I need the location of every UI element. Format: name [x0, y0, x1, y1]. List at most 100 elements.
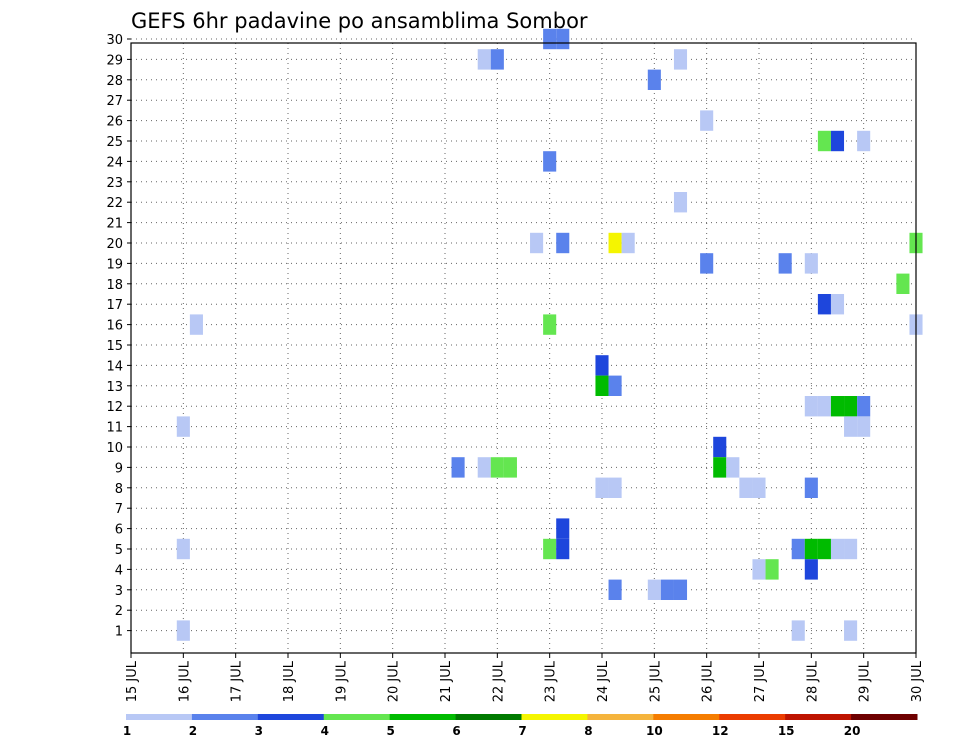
y-tick-label: 17	[106, 298, 123, 313]
precip-cell	[804, 559, 818, 580]
x-axis-ticks: 15 JUL 16 JUL 17 JUL 18 JUL 19 JUL 20 JUL 21 J…	[125, 653, 925, 702]
precip-cell	[556, 518, 570, 539]
precip-cell	[844, 538, 858, 560]
precip-cell	[490, 49, 504, 70]
y-tick-label: 7	[115, 502, 123, 517]
precip-cell	[503, 457, 517, 478]
precip-cell	[556, 538, 570, 560]
precip-cell	[817, 538, 831, 560]
y-tick-label: 15	[106, 339, 123, 354]
y-tick-label: 30	[106, 33, 123, 48]
precip-cell	[595, 477, 609, 498]
y-tick-label: 22	[106, 196, 123, 211]
y-tick-label: 12	[106, 400, 123, 415]
x-tick-label: 27 JUL	[753, 660, 768, 702]
precip-cell	[451, 457, 465, 478]
precip-cell	[176, 620, 190, 641]
precip-cell	[595, 355, 609, 376]
precip-cell	[830, 396, 845, 417]
precip-cell	[844, 396, 858, 417]
colorbar-segment	[587, 714, 654, 720]
colorbar: 1 2 3 4 5 6 7 8 10 12 15 20	[123, 714, 918, 738]
y-tick-label: 23	[106, 176, 123, 191]
colorbar-segment	[126, 714, 193, 720]
y-tick-label: 29	[106, 53, 123, 68]
precip-cell	[844, 416, 858, 437]
precip-cell	[595, 375, 609, 396]
x-tick-label: 20 JUL	[387, 660, 402, 702]
colorbar-label: 12	[712, 724, 729, 738]
y-tick-label: 26	[106, 115, 123, 130]
precip-cell	[660, 579, 674, 600]
y-tick-label: 18	[106, 278, 123, 293]
y-tick-label: 19	[106, 257, 123, 272]
x-tick-label: 19 JUL	[334, 660, 349, 702]
colorbar-label: 10	[646, 724, 663, 738]
precip-cell	[726, 457, 740, 478]
colorbar-label: 6	[452, 724, 460, 738]
colorbar-label: 5	[386, 724, 394, 738]
precip-cell	[700, 253, 714, 274]
y-tick-label: 20	[106, 237, 123, 252]
colorbar-label: 20	[844, 724, 861, 738]
colorbar-segment	[257, 714, 325, 720]
grid	[131, 38, 916, 653]
y-tick-label: 4	[115, 563, 123, 578]
x-tick-label: 30 JUL	[910, 660, 925, 702]
precip-cell	[857, 416, 871, 437]
precip-cell	[608, 477, 622, 498]
precip-cell	[791, 538, 805, 560]
colorbar-label: 1	[123, 724, 131, 738]
x-tick-label: 15 JUL	[125, 660, 140, 702]
precip-cell	[490, 457, 504, 478]
y-axis-ticks: 1234567891011121314151617181920212223242…	[106, 33, 131, 640]
y-tick-label: 9	[115, 461, 123, 476]
precip-cell	[477, 457, 491, 478]
precip-cell	[713, 436, 727, 458]
precip-cell	[713, 457, 727, 478]
precip-cell	[765, 559, 779, 580]
precip-cell	[673, 579, 688, 600]
precip-cell	[817, 294, 831, 315]
precip-cell	[556, 28, 570, 50]
colorbar-segment	[785, 714, 852, 720]
precip-cell	[857, 396, 871, 417]
colorbar-label: 2	[189, 724, 197, 738]
colorbar-segment	[851, 714, 918, 720]
precip-cell	[700, 110, 714, 131]
precip-cell	[176, 416, 190, 437]
precip-cell	[804, 396, 818, 417]
x-tick-label: 26 JUL	[701, 660, 716, 702]
x-tick-label: 18 JUL	[282, 660, 297, 702]
y-tick-label: 13	[106, 380, 123, 395]
precip-cell	[817, 396, 831, 417]
precip-cell	[857, 130, 871, 152]
precip-cell	[830, 130, 845, 152]
colorbar-segment	[653, 714, 720, 720]
precip-cell	[817, 130, 831, 152]
precip-cell	[752, 559, 766, 580]
x-tick-label: 21 JUL	[439, 660, 454, 702]
y-tick-label: 11	[106, 421, 123, 436]
colorbar-label: 3	[255, 724, 263, 738]
y-tick-label: 24	[106, 155, 123, 170]
x-tick-label: 28 JUL	[805, 660, 820, 702]
precip-cell	[647, 69, 661, 90]
precip-cell	[791, 620, 805, 641]
precip-cell	[830, 294, 845, 315]
precip-cell	[896, 273, 910, 294]
y-tick-label: 5	[115, 543, 123, 558]
x-tick-label: 24 JUL	[596, 660, 611, 702]
precip-cell	[176, 538, 190, 560]
precip-cell	[739, 477, 753, 498]
colorbar-label: 4	[321, 724, 329, 738]
y-tick-label: 10	[106, 441, 123, 456]
y-tick-label: 27	[106, 94, 123, 109]
chart-title: GEFS 6hr padavine po ansamblima Sombor	[131, 9, 588, 33]
x-tick-label: 25 JUL	[648, 660, 663, 702]
y-tick-label: 1	[115, 625, 123, 640]
precip-cell	[530, 232, 544, 254]
precip-cell	[608, 232, 622, 254]
precip-cell	[608, 579, 622, 600]
